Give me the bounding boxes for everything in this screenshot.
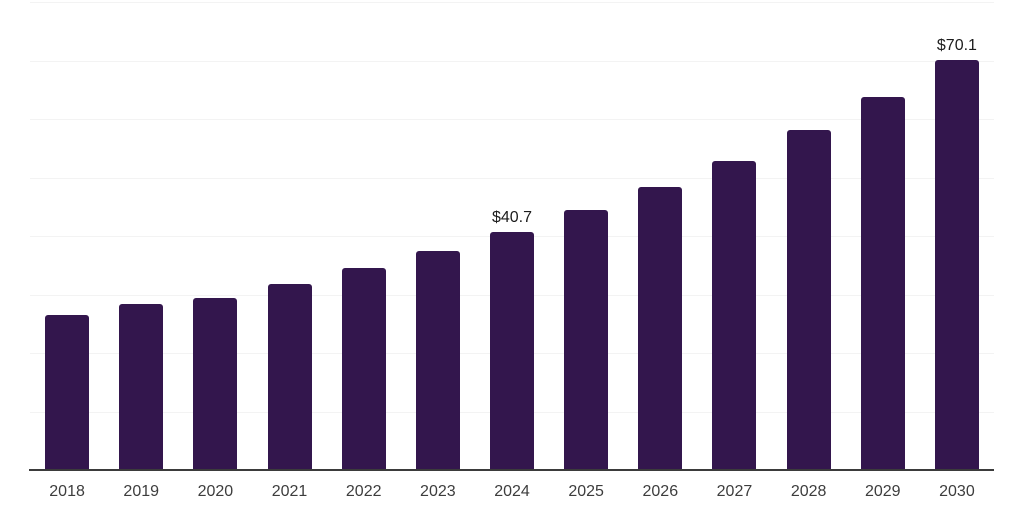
gridline bbox=[30, 177, 994, 179]
bar-2020 bbox=[193, 298, 238, 470]
bar-2021 bbox=[267, 283, 312, 470]
bar-2027 bbox=[712, 160, 757, 470]
x-tick-label: 2028 bbox=[790, 483, 827, 500]
bar-value-label: $70.1 bbox=[936, 36, 977, 54]
x-tick-label: 2027 bbox=[716, 483, 753, 500]
bar-2022 bbox=[341, 268, 386, 470]
gridline bbox=[30, 119, 994, 120]
x-tick-label: 2024 bbox=[494, 483, 530, 500]
x-tick-label: 2029 bbox=[864, 483, 901, 500]
bar-2024 bbox=[490, 231, 534, 470]
bar-2025 bbox=[564, 210, 609, 470]
x-tick-label: 2021 bbox=[271, 483, 308, 500]
x-tick-label: 2023 bbox=[420, 483, 456, 500]
x-tick-label: 2019 bbox=[123, 483, 160, 500]
bar-2018 bbox=[45, 314, 90, 470]
bar-2023 bbox=[415, 251, 460, 470]
x-tick-label: 2022 bbox=[345, 483, 382, 500]
bar-2029 bbox=[860, 97, 905, 470]
gridline bbox=[30, 2, 994, 3]
bar-2019 bbox=[119, 303, 164, 470]
bar-value-label: $40.7 bbox=[491, 208, 533, 226]
x-axis-line bbox=[29, 469, 994, 471]
x-tick-label: 2020 bbox=[197, 483, 234, 500]
x-tick-label: 2026 bbox=[642, 483, 679, 500]
bar-2028 bbox=[786, 130, 831, 470]
x-tick-label: 2025 bbox=[568, 483, 604, 500]
x-tick-label: 2018 bbox=[49, 483, 85, 500]
gridline bbox=[30, 60, 994, 62]
x-tick-label: 2030 bbox=[939, 483, 975, 500]
plot-area: $40.7 $70.1 bbox=[30, 2, 994, 470]
bar-2030 bbox=[934, 59, 979, 470]
x-axis-labels: 2018 2019 2020 2021 2022 2023 2024 2025 2026 2027… bbox=[30, 484, 994, 504]
bar-2026 bbox=[638, 187, 683, 470]
